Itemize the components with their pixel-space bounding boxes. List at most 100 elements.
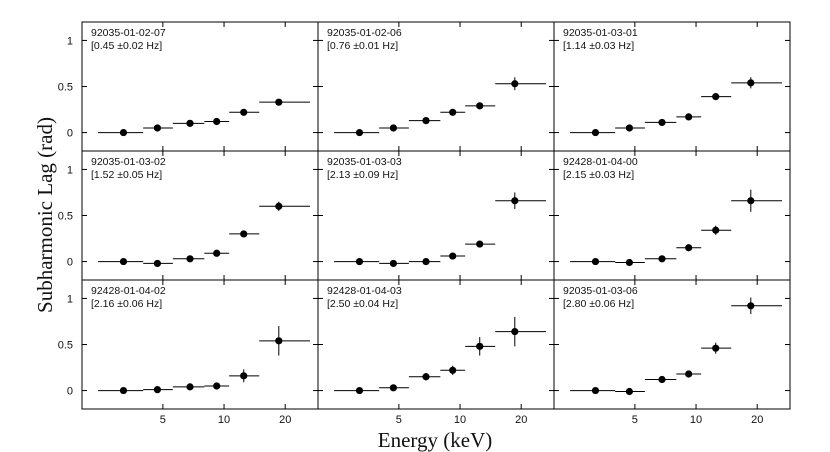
y-tick-label: 0.5	[58, 340, 73, 352]
data-point	[213, 249, 221, 257]
data-point	[153, 386, 162, 394]
data-point	[712, 93, 720, 101]
data-point	[355, 257, 364, 266]
data-point	[591, 386, 600, 395]
panels-grid: 0 0.5 1 92035-01-02-07[0.45 ±0.02 Hz] 92035-…	[58, 21, 791, 410]
data-point	[275, 98, 283, 106]
data-point	[213, 382, 221, 390]
data-point	[240, 108, 248, 116]
panel-frequency-label: [1.14 ±0.03 Hz]	[563, 40, 634, 52]
data-point	[449, 108, 457, 116]
data-point	[511, 197, 519, 205]
data-point	[449, 366, 457, 374]
data-point	[355, 128, 364, 137]
panel-8: 92428-01-04-03[2.50 ±0.04 Hz]	[317, 279, 555, 410]
panel-obsid-label: 92035-01-03-06	[563, 285, 638, 297]
panel-frequency-label: [2.15 ±0.03 Hz]	[563, 169, 634, 181]
data-point	[153, 124, 162, 132]
data-point	[625, 387, 634, 396]
panel-9: 92035-01-03-06[2.80 ±0.06 Hz]	[553, 279, 791, 410]
y-tick-label: 0.5	[58, 211, 73, 223]
data-point	[625, 258, 634, 267]
data-point	[389, 259, 398, 268]
panel-frequency-label: [2.50 ±0.04 Hz]	[327, 298, 398, 310]
panel-obsid-label: 92035-01-02-06	[327, 27, 402, 39]
panel-1: 0 0.5 1 92035-01-02-07[0.45 ±0.02 Hz]	[58, 21, 319, 152]
y-tick-label: 1	[67, 35, 73, 47]
x-tick-label: 10	[454, 414, 466, 426]
panel-frequency-label: [0.45 ±0.02 Hz]	[91, 40, 162, 52]
data-point	[389, 384, 398, 392]
panel-4: 0 0.5 1 92035-01-03-02[1.52 ±0.05 Hz]	[58, 150, 319, 281]
data-point	[240, 372, 248, 380]
data-point	[476, 240, 484, 248]
data-point	[685, 370, 693, 378]
data-point	[747, 302, 755, 310]
data-point	[449, 252, 457, 260]
panel-frequency-label: [0.76 ±0.01 Hz]	[327, 40, 398, 52]
panel-obsid-label: 92428-01-04-03	[327, 285, 402, 297]
data-point	[685, 113, 693, 121]
panel-obsid-label: 92035-01-02-07	[91, 27, 166, 39]
data-point	[511, 328, 519, 336]
data-point	[213, 117, 221, 126]
x-axis-title: Energy (keV)	[378, 428, 493, 452]
panel-frequency-label: [2.13 ±0.09 Hz]	[327, 169, 398, 181]
panel-2: 92035-01-02-06[0.76 ±0.01 Hz]	[317, 21, 555, 152]
data-point	[511, 80, 519, 88]
y-tick-label: 1	[67, 164, 73, 176]
data-point	[119, 128, 128, 137]
x-tick-label: 10	[690, 414, 702, 426]
data-point	[153, 259, 162, 268]
panel-7: 0 0.5 1 92428-01-04-02[2.16 ±0.06 Hz]	[58, 279, 319, 410]
panel-obsid-label: 92035-01-03-02	[91, 156, 166, 168]
data-point	[747, 79, 755, 87]
data-point	[422, 373, 430, 381]
panel-obsid-label: 92035-01-03-01	[563, 27, 638, 39]
data-point	[625, 124, 634, 132]
data-point	[476, 342, 484, 350]
x-tick-label: 20	[279, 414, 291, 426]
data-point	[712, 226, 720, 234]
x-tick-label: 20	[515, 414, 527, 426]
x-tick-label: 5	[632, 414, 638, 426]
data-point	[240, 230, 248, 238]
data-point	[685, 244, 693, 252]
data-point	[658, 118, 666, 127]
data-point	[275, 202, 283, 210]
data-point	[747, 197, 755, 205]
panel-5: 92035-01-03-03[2.13 ±0.09 Hz]	[317, 150, 555, 281]
data-point	[591, 128, 600, 137]
y-tick-label: 0	[67, 257, 73, 269]
data-point	[119, 257, 128, 266]
x-tick-label: 5	[160, 414, 166, 426]
data-point	[658, 255, 666, 263]
panel-frequency-label: [1.52 ±0.05 Hz]	[91, 169, 162, 181]
y-tick-label: 0	[67, 386, 73, 398]
data-point	[389, 124, 398, 132]
data-point	[422, 257, 430, 266]
data-point	[186, 383, 194, 391]
data-point	[186, 119, 194, 127]
data-point	[355, 386, 364, 395]
panel-obsid-label: 92035-01-03-03	[327, 156, 402, 168]
data-point	[476, 102, 484, 110]
panel-6: 92428-01-04-00[2.15 ±0.03 Hz]	[553, 150, 791, 281]
data-point	[712, 344, 720, 352]
y-axis-title: Subharmonic Lag (rad)	[33, 117, 57, 313]
panel-frequency-label: [2.16 ±0.06 Hz]	[91, 298, 162, 310]
data-point	[186, 255, 194, 263]
y-tick-label: 0	[67, 128, 73, 140]
data-point	[591, 257, 600, 266]
data-point	[422, 116, 430, 125]
x-tick-labels: 5 10 20 5 10 20 5 10 20	[160, 414, 764, 426]
x-tick-label: 5	[396, 414, 402, 426]
data-point	[275, 337, 283, 345]
data-point	[658, 375, 666, 384]
panel-obsid-label: 92428-01-04-00	[563, 156, 638, 168]
data-point	[119, 386, 128, 395]
x-tick-label: 20	[751, 414, 763, 426]
y-tick-label: 0.5	[58, 82, 73, 94]
y-tick-label: 1	[67, 293, 73, 305]
